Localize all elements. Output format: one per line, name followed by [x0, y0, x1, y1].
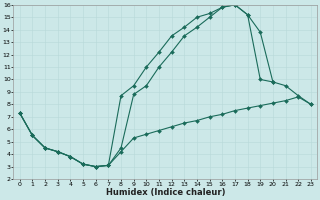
X-axis label: Humidex (Indice chaleur): Humidex (Indice chaleur): [106, 188, 225, 197]
